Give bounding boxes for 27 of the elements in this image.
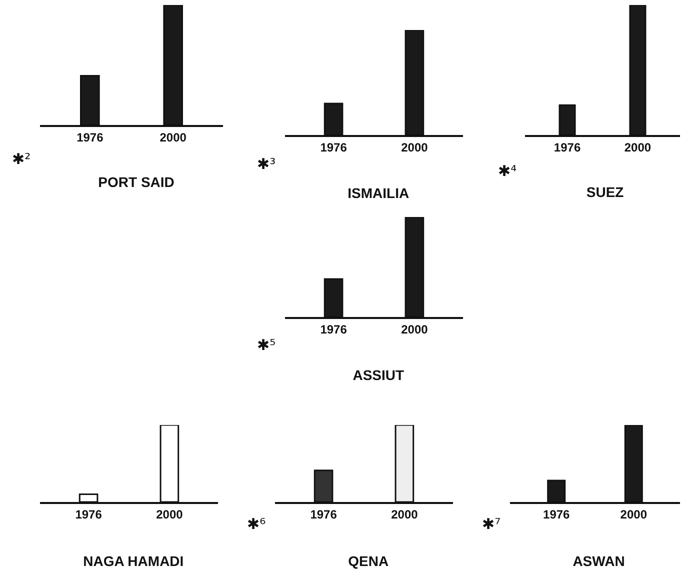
x-tick-label: 2000 (620, 507, 648, 522)
x-tick-label: 2000 (156, 507, 184, 522)
x-tick-label: 2000 (160, 130, 187, 144)
x-tick-label: 2000 (391, 507, 418, 522)
text: ASWAN (572, 552, 625, 569)
text: ✱⁷ (482, 515, 501, 533)
text: PORT SAID (98, 174, 174, 190)
text: ✱³ (257, 155, 276, 173)
x-tick-label: 1976 (554, 140, 581, 154)
x-tick-label: 1976 (75, 507, 102, 522)
text: ISMAILIA (348, 184, 410, 201)
text: ASSIUT (352, 367, 405, 383)
x-tick-label: 1976 (310, 507, 338, 522)
text: ✱⁴ (498, 162, 517, 180)
text: ✱² (12, 150, 31, 168)
text: NAGA HAMADI (83, 552, 184, 569)
text: ✱⁶ (247, 515, 266, 533)
x-tick-label: 2000 (401, 322, 428, 336)
text: ✱⁵ (257, 336, 276, 354)
text: QENA (348, 552, 389, 569)
x-tick-label: 2000 (401, 140, 428, 154)
x-tick-label: 1976 (76, 130, 104, 144)
x-tick-label: 2000 (624, 140, 652, 154)
text: SUEZ (586, 184, 624, 200)
x-tick-label: 1976 (320, 140, 348, 154)
x-tick-label: 1976 (320, 322, 348, 336)
x-tick-label: 1976 (543, 507, 570, 522)
